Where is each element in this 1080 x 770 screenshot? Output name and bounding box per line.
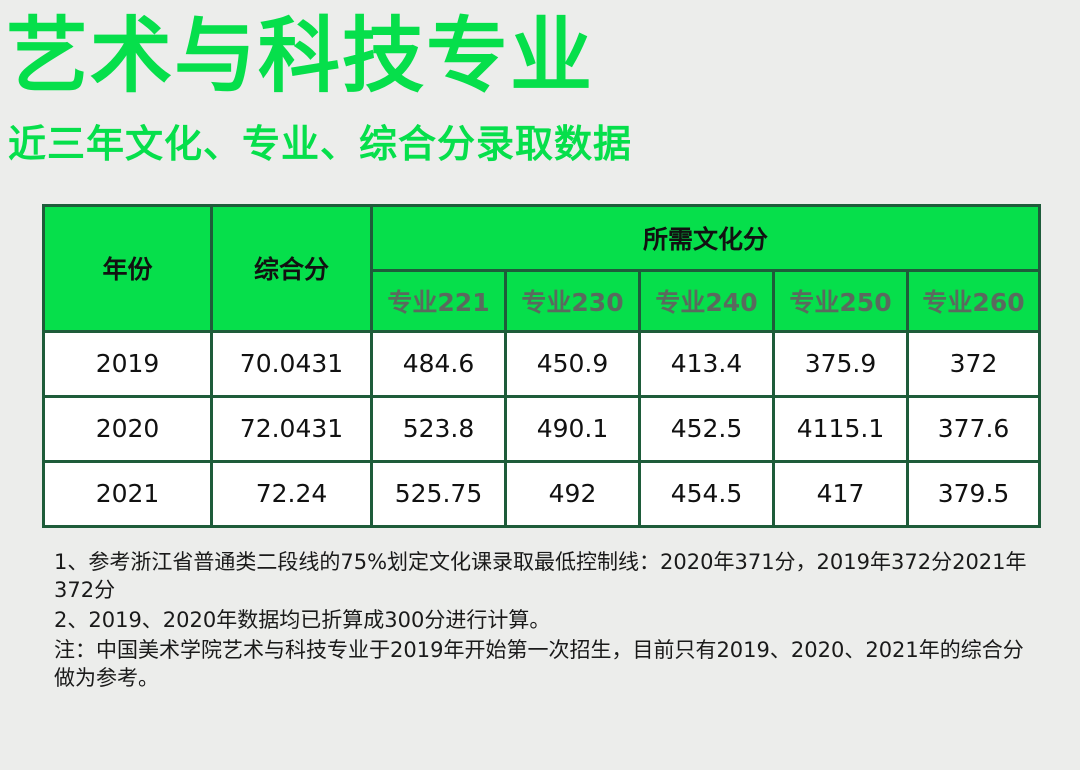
header-major-260: 专业260 (905, 268, 1042, 333)
notes-block: 1、参考浙江省普通类二段线的75%划定文化课录取最低控制线：2020年371分，… (54, 548, 1028, 692)
header-culture-score-group: 所需文化分 (369, 203, 1042, 272)
cell-score: 492 (504, 459, 641, 528)
cell-year: 2020 (42, 394, 213, 463)
cell-composite: 72.24 (210, 459, 373, 528)
cell-composite: 72.0431 (210, 394, 373, 463)
cell-score: 523.8 (370, 394, 507, 463)
cell-score: 450.9 (504, 329, 641, 398)
cell-year: 2019 (42, 329, 213, 398)
cell-score: 372 (905, 329, 1042, 398)
header-year: 年份 (42, 203, 213, 333)
table-row-2021: 2021 72.24 525.75 492 454.5 417 379.5 (42, 459, 1042, 528)
page-title: 艺术与科技专业 (6, 9, 595, 104)
cell-score: 452.5 (638, 394, 775, 463)
table-row-2019: 2019 70.0431 484.6 450.9 413.4 375.9 372 (42, 329, 1042, 398)
table-row-2020: 2020 72.0431 523.8 490.1 452.5 4115.1 37… (42, 394, 1042, 463)
cell-score: 413.4 (638, 329, 775, 398)
header-major-240: 专业240 (638, 268, 775, 333)
cell-year: 2021 (42, 459, 213, 528)
cell-score: 379.5 (905, 459, 1042, 528)
cell-score: 4115.1 (772, 394, 909, 463)
cell-score: 454.5 (638, 459, 775, 528)
admission-score-table: 年份 综合分 所需文化分 专业221 专业230 专业240 专业250 专业2… (42, 203, 1042, 528)
note-line-3: 注：中国美术学院艺术与科技专业于2019年开始第一次招生，目前只有2019、20… (54, 637, 1024, 690)
note-line-2: 2、2019、2020年数据均已折算成300分进行计算。 (54, 607, 551, 632)
cell-score: 417 (772, 459, 909, 528)
cell-score: 490.1 (504, 394, 641, 463)
header-block: 艺术与科技专业 近三年文化、专业、综合分录取数据 (0, 9, 1080, 167)
header-major-250: 专业250 (772, 268, 909, 333)
cell-composite: 70.0431 (210, 329, 373, 398)
cell-score: 375.9 (772, 329, 909, 398)
cell-score: 525.75 (370, 459, 507, 528)
note-line-1: 1、参考浙江省普通类二段线的75%划定文化课录取最低控制线：2020年371分，… (54, 549, 1027, 602)
cell-score: 377.6 (905, 394, 1042, 463)
header-composite-score: 综合分 (210, 203, 373, 333)
page-subtitle: 近三年文化、专业、综合分录取数据 (8, 122, 633, 167)
header-major-230: 专业230 (504, 268, 641, 333)
header-major-221: 专业221 (370, 268, 507, 333)
cell-score: 484.6 (370, 329, 507, 398)
